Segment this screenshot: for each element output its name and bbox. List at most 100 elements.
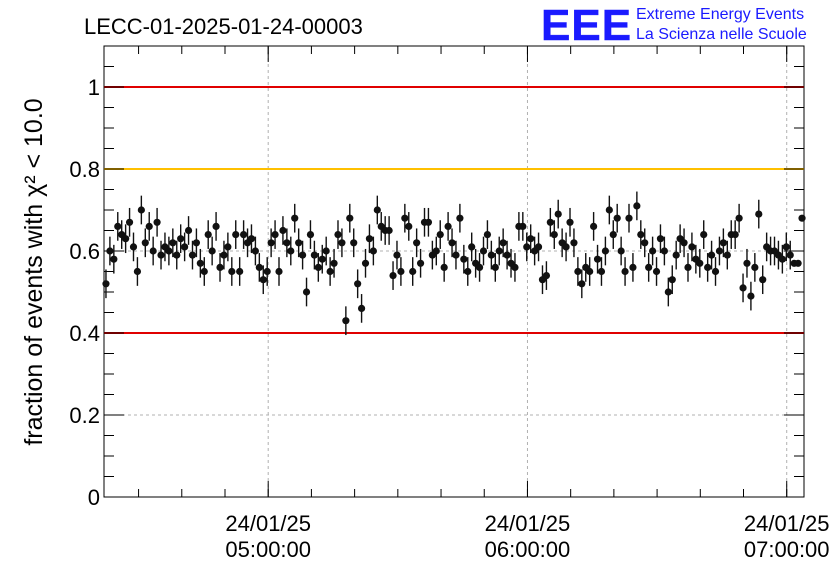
y-tick-label: 0.2 [69,403,100,428]
data-point [389,272,396,279]
data-point [319,256,326,263]
data-point [409,268,416,275]
data-point [315,264,322,271]
data-point [201,268,208,275]
data-point [657,235,664,242]
data-point [240,231,247,238]
data-point [126,219,133,226]
data-point [547,219,554,226]
eee-logo-text: EEE [541,1,632,50]
x-tick-date-label: 24/01/25 [225,511,311,536]
data-point [594,256,601,263]
data-point [747,293,754,300]
data-point [708,252,715,259]
data-point [122,235,129,242]
data-point [633,202,640,209]
axis-ticks [104,46,804,497]
data-point [362,260,369,267]
data-point [688,243,695,250]
x-tick-time-label: 05:00:00 [225,537,311,562]
data-point [468,243,475,250]
data-point [393,252,400,259]
y-tick-label: 1 [88,75,100,100]
data-point [220,252,227,259]
y-axis-label: fraction of events with χ² < 10.0 [20,98,48,445]
data-point [232,231,239,238]
plot-frame [104,46,804,497]
data-point [338,239,345,246]
data-point [405,223,412,230]
data-point [130,243,137,250]
data-point [370,247,377,254]
data-point [212,223,219,230]
data-point [661,247,668,254]
data-point [275,268,282,275]
data-point [759,276,766,283]
data-point [586,268,593,275]
data-point [153,219,160,226]
data-point [252,247,259,254]
data-point [366,235,373,242]
data-point [425,219,432,226]
data-point [354,280,361,287]
data-point [795,260,802,267]
data-point [236,268,243,275]
data-point [751,264,758,271]
x-tick-labels: 24/01/2505:00:0024/01/2506:00:0024/01/25… [225,511,829,562]
data-point [724,252,731,259]
data-point [673,252,680,259]
data-point [669,276,676,283]
x-tick-time-label: 06:00:00 [485,537,571,562]
data-point [614,215,621,222]
data-point [484,231,491,238]
data-point [193,239,200,246]
data-point [496,247,503,254]
data-point [102,280,109,287]
data-point [291,215,298,222]
data-point [397,268,404,275]
data-point [527,235,534,242]
data-point [350,239,357,246]
data-point [535,243,542,250]
data-point [346,215,353,222]
data-point [452,252,459,259]
data-point [445,223,452,230]
y-tick-label: 0.4 [69,321,100,346]
data-point [311,252,318,259]
data-point [732,231,739,238]
data-point [519,223,526,230]
data-point [503,252,510,259]
data-point [165,247,172,254]
data-point [146,223,153,230]
y-tick-label: 0.8 [69,157,100,182]
data-point [358,305,365,312]
data-point [704,264,711,271]
data-point [598,268,605,275]
data-point [779,256,786,263]
logo-subtitle-line2: La Scienza nelle Scuole [636,26,807,43]
data-point [460,256,467,263]
data-point [610,231,617,238]
data-point [684,264,691,271]
data-point [566,219,573,226]
data-point [523,243,530,250]
data-point [181,243,188,250]
chart-title: LECC-01-2025-01-24-00003 [84,14,363,39]
reference-lines [104,87,804,333]
data-point [570,239,577,246]
data-point [268,239,275,246]
grid-lines [104,46,804,497]
data-point [260,276,267,283]
data-point [173,252,180,259]
data-point [649,247,656,254]
data-point [417,260,424,267]
data-point [224,243,231,250]
data-point [755,211,762,218]
data-point [138,206,145,213]
data-point [401,215,408,222]
data-point [177,235,184,242]
data-point [307,231,314,238]
data-point [488,252,495,259]
